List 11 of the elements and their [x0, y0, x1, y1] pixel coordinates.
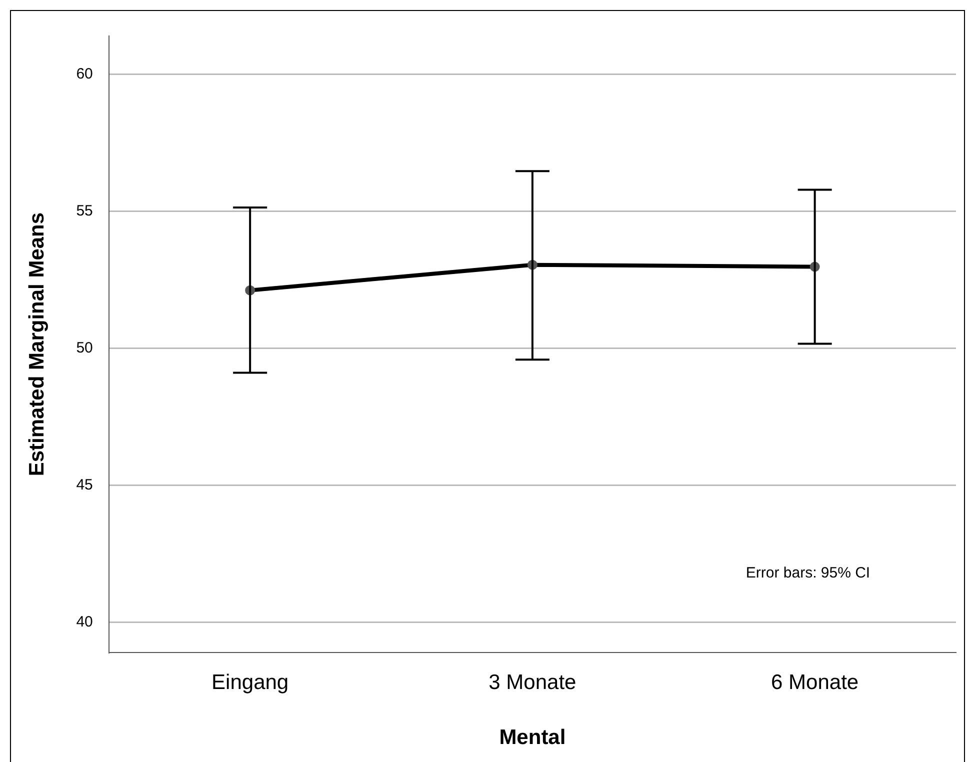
y-tick-label: 45	[76, 476, 93, 494]
y-tick-label: 50	[76, 340, 93, 357]
y-tick-label: 60	[76, 66, 93, 83]
x-tick-label: 3 Monate	[488, 670, 576, 694]
x-axis-title: Mental	[499, 726, 566, 750]
y-axis-title: Estimated Marginal Means	[25, 212, 48, 476]
annotation: Error bars: 95% CI	[746, 564, 870, 582]
x-tick-label: 6 Monate	[771, 670, 859, 694]
x-tick-label: Eingang	[212, 670, 289, 694]
y-tick-label: 40	[76, 614, 93, 631]
y-tick-label: 55	[76, 202, 93, 220]
